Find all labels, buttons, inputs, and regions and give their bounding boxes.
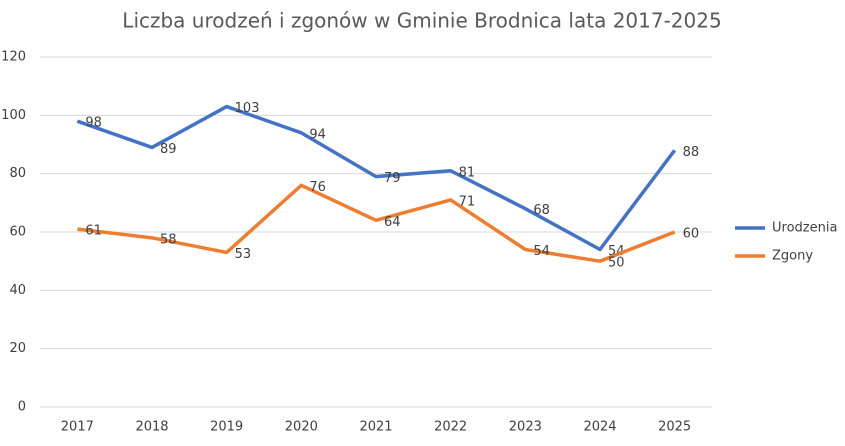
legend-label: Urodzenia bbox=[772, 221, 837, 236]
data-label: 98 bbox=[85, 116, 102, 131]
data-label: 68 bbox=[533, 203, 550, 218]
data-label: 61 bbox=[85, 224, 102, 239]
data-label: 58 bbox=[160, 232, 177, 247]
data-label: 81 bbox=[459, 165, 476, 180]
y-tick-label: 0 bbox=[18, 400, 26, 415]
data-label: 79 bbox=[384, 171, 401, 186]
data-label: 54 bbox=[533, 244, 550, 259]
x-tick-label: 2019 bbox=[210, 420, 243, 435]
data-label: 71 bbox=[459, 194, 476, 209]
y-tick-label: 80 bbox=[9, 166, 26, 181]
series-line bbox=[77, 183, 676, 263]
x-tick-label: 2017 bbox=[61, 420, 94, 435]
y-tick-label: 60 bbox=[9, 225, 26, 240]
x-tick-label: 2023 bbox=[509, 420, 542, 435]
x-tick-label: 2020 bbox=[285, 420, 318, 435]
data-label: 89 bbox=[160, 142, 177, 157]
data-label: 103 bbox=[235, 101, 260, 116]
data-label: 76 bbox=[309, 180, 326, 195]
data-label: 64 bbox=[384, 215, 401, 230]
data-label: 53 bbox=[235, 247, 252, 262]
series-line bbox=[76, 104, 677, 252]
y-tick-label: 40 bbox=[9, 283, 26, 298]
data-label: 88 bbox=[683, 145, 700, 160]
data-label: 50 bbox=[608, 256, 625, 271]
y-tick-label: 100 bbox=[1, 108, 26, 123]
y-tick-label: 120 bbox=[1, 50, 26, 65]
x-tick-label: 2018 bbox=[135, 420, 168, 435]
legend-label: Zgony bbox=[772, 249, 813, 264]
x-tick-label: 2025 bbox=[658, 420, 691, 435]
x-tick-label: 2024 bbox=[583, 420, 616, 435]
y-tick-label: 20 bbox=[9, 341, 26, 356]
data-label: 94 bbox=[309, 127, 326, 142]
data-label: 60 bbox=[683, 227, 700, 242]
x-tick-label: 2021 bbox=[359, 420, 392, 435]
chart-title: Liczba urodzeń i zgonów w Gminie Brodnic… bbox=[122, 9, 721, 33]
x-tick-label: 2022 bbox=[434, 420, 467, 435]
